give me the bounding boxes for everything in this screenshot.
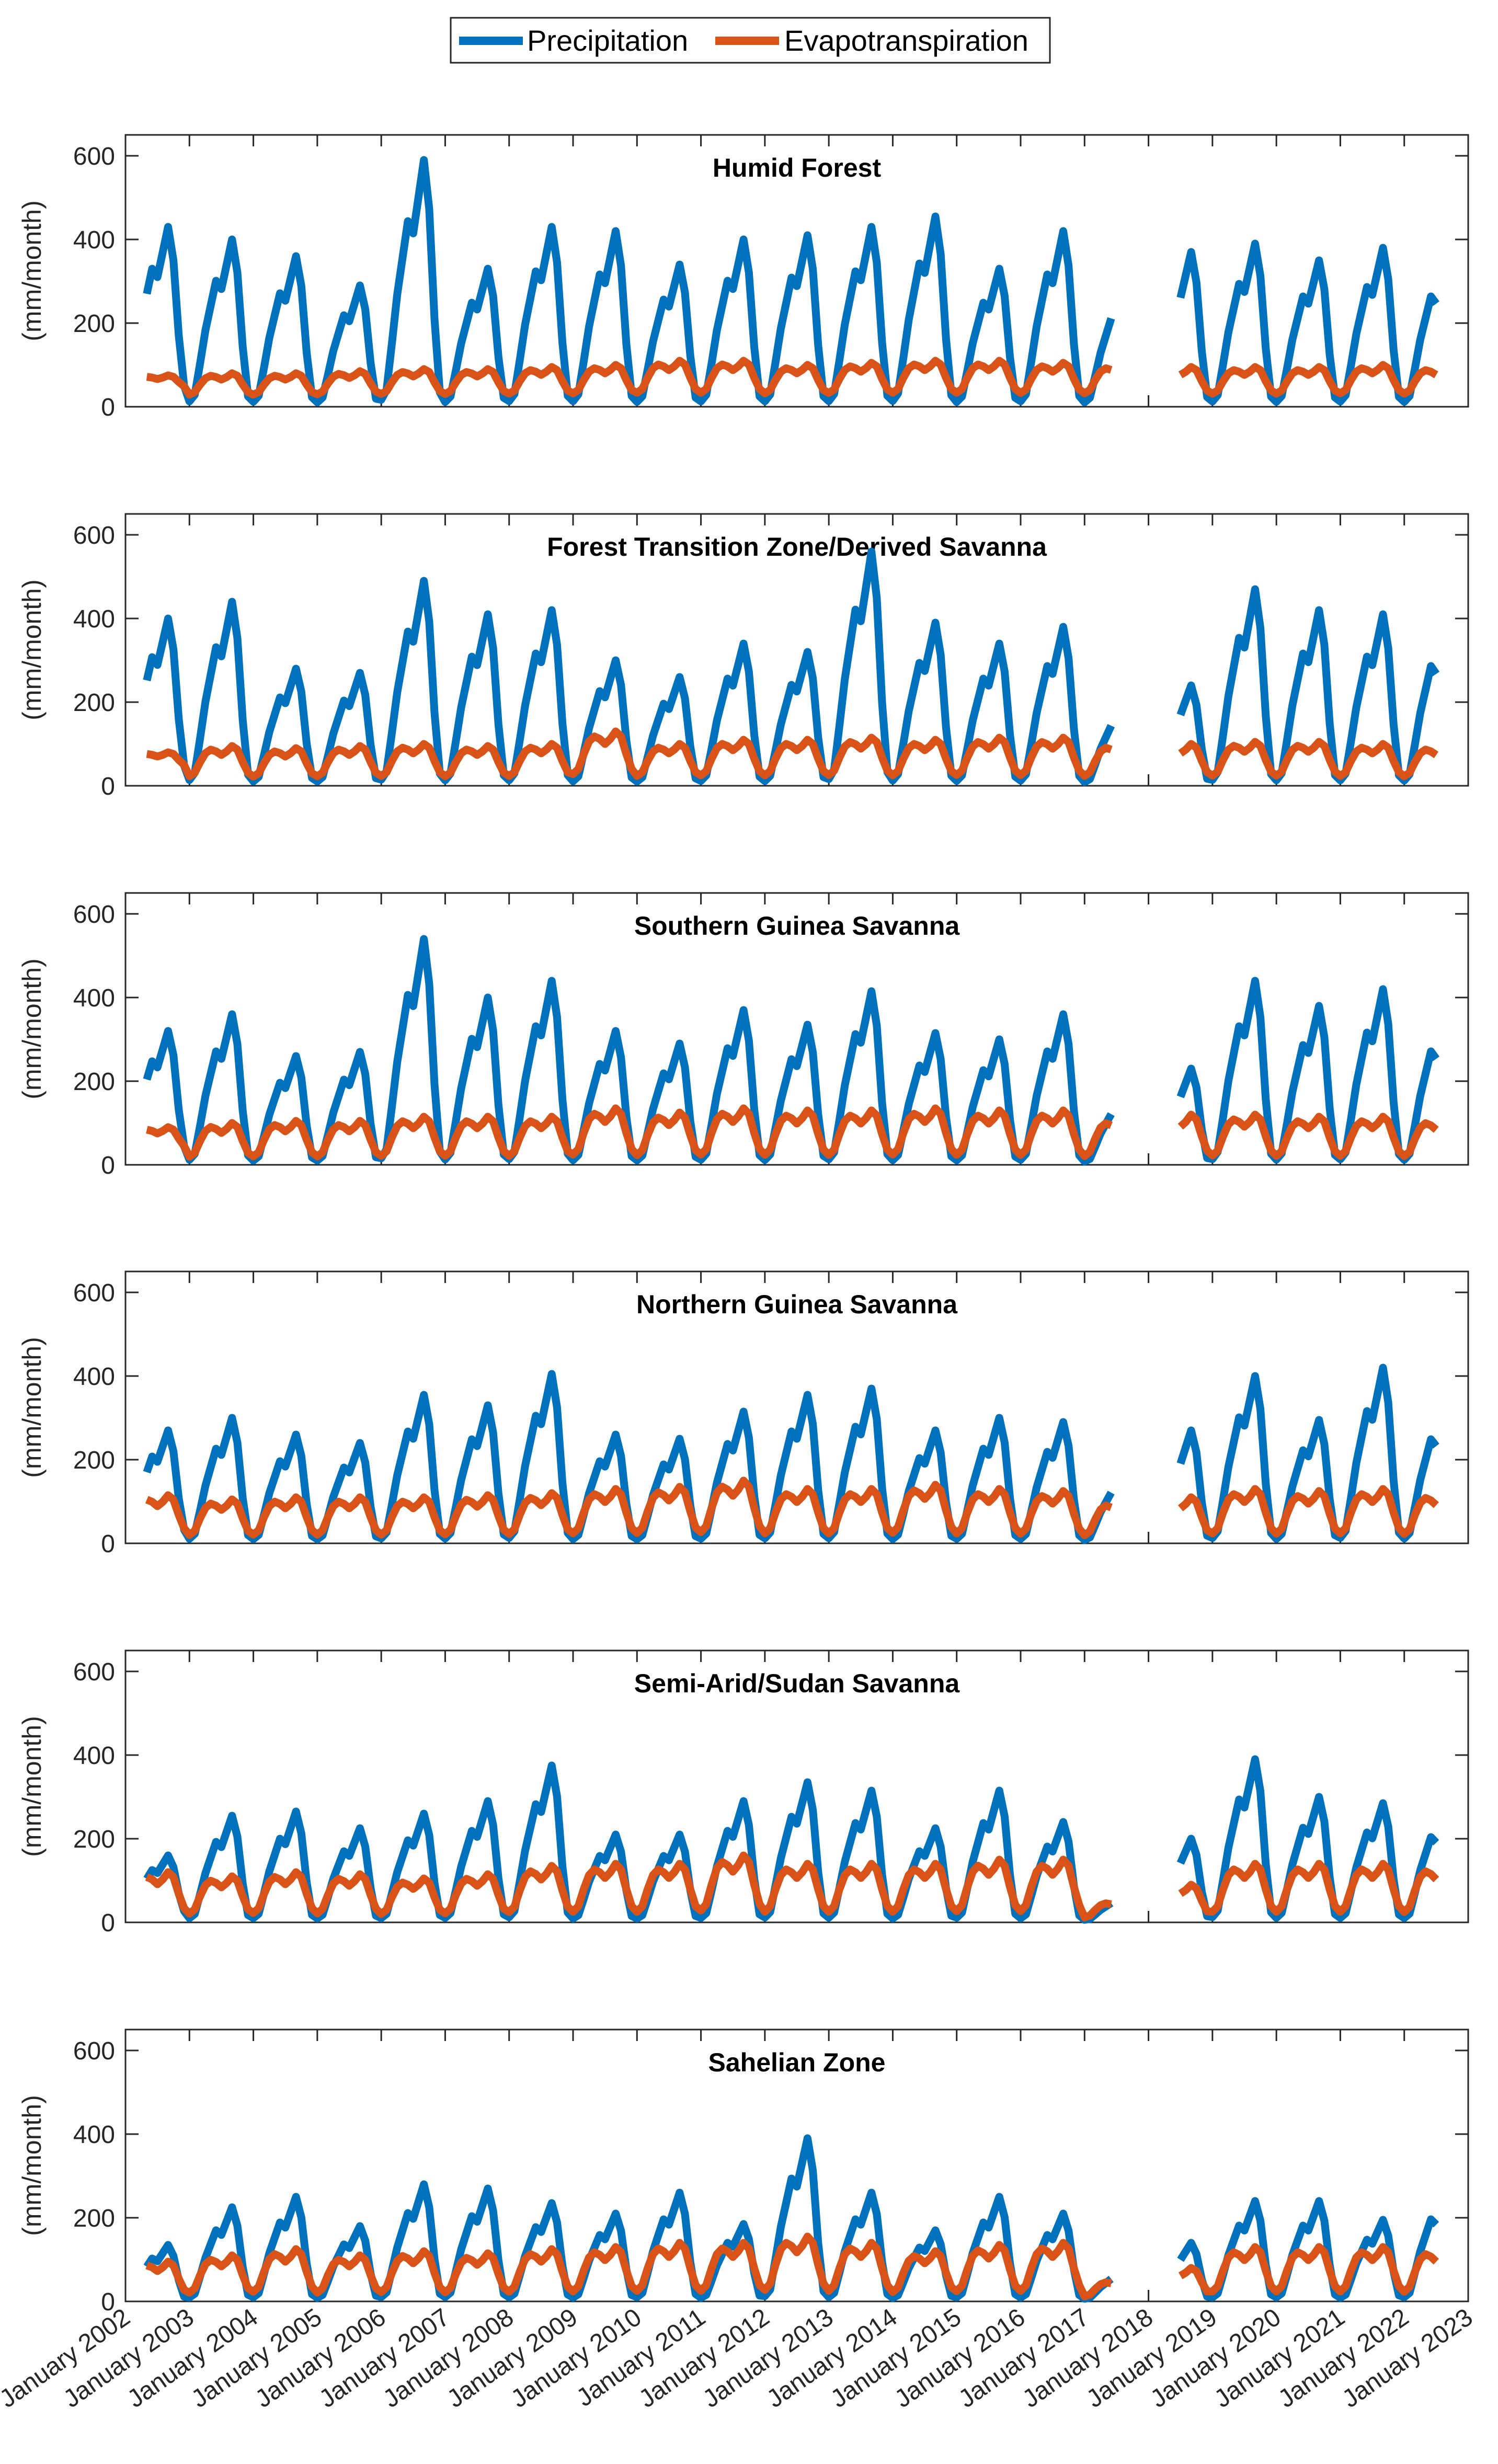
- y-tick-label: 600: [73, 901, 115, 929]
- y-tick-label: 600: [73, 143, 115, 170]
- y-tick-label: 600: [73, 1658, 115, 1686]
- panel-4: 0 200 400 600 (mm/month) Northern Guinea Sava…: [17, 1270, 1469, 1558]
- precipitation-line: [143, 2134, 1439, 2303]
- y-tick-label: 200: [73, 1068, 115, 1096]
- axes-frame: [124, 1649, 1469, 1923]
- panel-title: Humid Forest: [713, 153, 882, 182]
- y-tick-label: 0: [101, 1530, 115, 1558]
- legend-label-evapotranspiration: Evapotranspiration: [784, 24, 1028, 57]
- y-tick-label: 600: [73, 1279, 115, 1307]
- y-tick-label: 400: [73, 984, 115, 1012]
- evapotranspiration-line: [146, 357, 1438, 399]
- y-axis-label: (mm/month): [17, 579, 47, 720]
- panel-title: Forest Transition Zone/Derived Savanna: [547, 532, 1047, 561]
- panel-2: 0 200 400 600 (mm/month) Forest Transition Zo…: [17, 513, 1469, 800]
- panel-title: Northern Guinea Savanna: [636, 1290, 958, 1319]
- y-tick-label: 600: [73, 2037, 115, 2065]
- y-tick-label: 400: [73, 605, 115, 633]
- y-tick-label: 0: [101, 2288, 115, 2316]
- y-tick-label: 0: [101, 1152, 115, 1179]
- axes-frame: [124, 2028, 1469, 2302]
- y-tick-label: 0: [101, 773, 115, 800]
- panel-1: 0 200 400 600 (mm/month) Humid Forest: [17, 134, 1469, 421]
- panel-3: 0 200 400 600 (mm/month) Southern Guinea Sava…: [17, 892, 1469, 1179]
- panels: 0 200 400 600 (mm/month) Humid Forest 0 200 400 6…: [0, 134, 1478, 2413]
- axes-frame: [124, 513, 1469, 787]
- y-tick-label: 200: [73, 689, 115, 717]
- y-axis-label: (mm/month): [17, 1337, 47, 1477]
- evapotranspiration-line: [146, 727, 1439, 781]
- y-axis-label: (mm/month): [17, 958, 47, 1099]
- panel-title: Sahelian Zone: [708, 2048, 886, 2077]
- y-tick-label: 0: [101, 1909, 115, 1937]
- y-axis-label: (mm/month): [17, 200, 47, 341]
- panel-title: Semi-Arid/Sudan Savanna: [634, 1669, 960, 1698]
- y-axis-label: (mm/month): [17, 2095, 47, 2236]
- y-tick-label: 0: [101, 394, 115, 421]
- y-tick-label: 400: [73, 2121, 115, 2149]
- precipitation-line: [143, 1363, 1439, 1544]
- y-axis-label: (mm/month): [17, 1716, 47, 1856]
- y-tick-label: 200: [73, 310, 115, 338]
- y-tick-label: 200: [73, 1447, 115, 1474]
- axes-frame: [124, 892, 1469, 1166]
- axes-frame: [124, 134, 1469, 408]
- evapotranspiration-line: [145, 1476, 1439, 1540]
- panel-5: 0 200 400 600 (mm/month) Semi-Arid/Sudan Sava…: [17, 1649, 1469, 1937]
- y-tick-label: 600: [73, 522, 115, 549]
- evapotranspiration-line: [146, 1104, 1439, 1161]
- evapotranspiration-line: [145, 2232, 1439, 2301]
- y-tick-label: 200: [73, 1826, 115, 1853]
- y-tick-label: 400: [73, 1742, 115, 1770]
- y-tick-label: 400: [73, 226, 115, 254]
- panel-title: Southern Guinea Savanna: [634, 911, 960, 941]
- y-tick-label: 400: [73, 1363, 115, 1391]
- panel-6: 0 200 400 600 (mm/month) Sahelian Zone: [17, 2028, 1469, 2316]
- legend-label-precipitation: Precipitation: [527, 24, 688, 57]
- y-tick-label: 200: [73, 2205, 115, 2232]
- axes-frame: [124, 1270, 1469, 1544]
- precipitation-line: [143, 1755, 1439, 1924]
- legend: Precipitation Evapotranspiration: [450, 17, 1051, 64]
- evapotranspiration-line: [145, 1851, 1439, 1922]
